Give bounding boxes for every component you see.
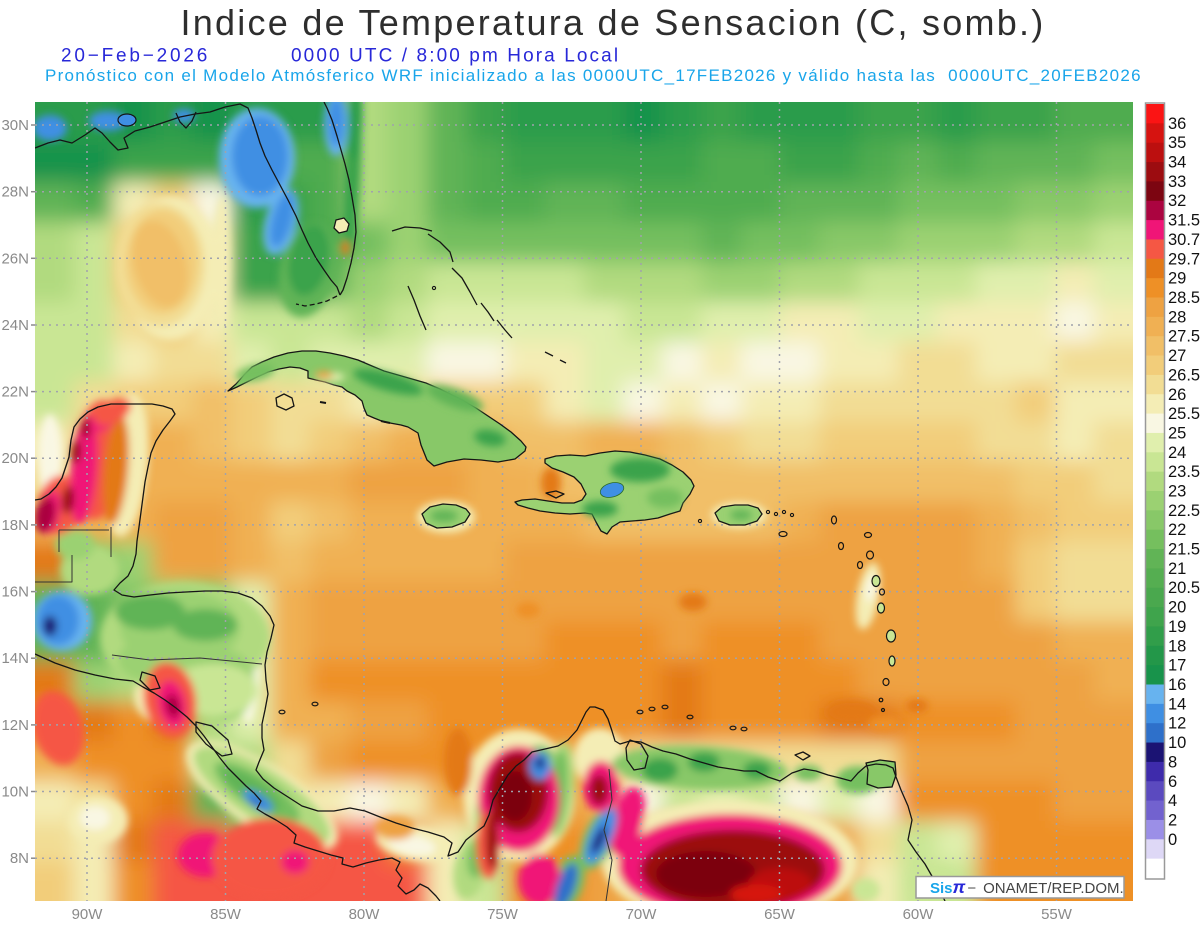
- svg-text:35: 35: [1168, 134, 1186, 152]
- svg-text:25: 25: [1168, 425, 1186, 443]
- svg-text:30.7: 30.7: [1168, 231, 1200, 249]
- svg-text:20N: 20N: [1, 450, 29, 467]
- svg-text:Pronóstico con el Modelo Atmós: Pronóstico con el Modelo Atmósferico WRF…: [45, 66, 1142, 85]
- svg-text:75W: 75W: [487, 906, 519, 923]
- svg-text:16N: 16N: [1, 584, 29, 601]
- svg-text:28.5: 28.5: [1168, 289, 1200, 307]
- svg-text:0: 0: [1168, 831, 1177, 849]
- svg-text:24N: 24N: [1, 317, 29, 334]
- svg-text:60W: 60W: [903, 906, 935, 923]
- svg-text:22N: 22N: [1, 384, 29, 401]
- svg-text:26N: 26N: [1, 250, 29, 267]
- svg-text:85W: 85W: [210, 906, 242, 923]
- svg-text:29.7: 29.7: [1168, 250, 1200, 268]
- svg-text:80W: 80W: [349, 906, 381, 923]
- svg-text:23.5: 23.5: [1168, 463, 1200, 481]
- svg-text:20−Feb−2026: 20−Feb−2026: [61, 46, 210, 67]
- svg-text:32: 32: [1168, 192, 1186, 210]
- svg-text:28: 28: [1168, 308, 1186, 326]
- svg-text:26.5: 26.5: [1168, 366, 1200, 384]
- svg-text:21: 21: [1168, 560, 1186, 578]
- svg-text:16: 16: [1168, 676, 1186, 694]
- svg-text:20.5: 20.5: [1168, 579, 1200, 597]
- svg-text:18N: 18N: [1, 517, 29, 534]
- svg-text:10: 10: [1168, 734, 1186, 752]
- svg-text:10N: 10N: [1, 784, 29, 801]
- svg-text:27: 27: [1168, 347, 1186, 365]
- svg-text:18: 18: [1168, 637, 1186, 655]
- svg-text:8N: 8N: [10, 850, 29, 867]
- svg-text:34: 34: [1168, 154, 1186, 172]
- svg-text:90W: 90W: [72, 906, 104, 923]
- svg-text:4: 4: [1168, 792, 1177, 810]
- svg-text:12: 12: [1168, 715, 1186, 733]
- svg-text:0000 UTC / 8:00 pm Hora Local: 0000 UTC / 8:00 pm Hora Local: [291, 46, 620, 67]
- svg-text:55W: 55W: [1041, 906, 1073, 923]
- svg-text:Sisπ−ONAMET/REP.DOM.: Sisπ − ONAMET/REP.DOM.: [930, 877, 1124, 897]
- svg-text:2: 2: [1168, 812, 1177, 830]
- svg-text:31.5: 31.5: [1168, 212, 1200, 230]
- svg-text:70W: 70W: [626, 906, 658, 923]
- svg-text:14N: 14N: [1, 650, 29, 667]
- svg-text:65W: 65W: [764, 906, 796, 923]
- svg-text:30N: 30N: [1, 117, 29, 134]
- svg-text:28N: 28N: [1, 184, 29, 201]
- svg-text:23: 23: [1168, 483, 1186, 501]
- svg-text:27.5: 27.5: [1168, 328, 1200, 346]
- svg-text:21.5: 21.5: [1168, 541, 1200, 559]
- svg-text:36: 36: [1168, 115, 1186, 133]
- svg-text:22: 22: [1168, 521, 1186, 539]
- svg-text:22.5: 22.5: [1168, 502, 1200, 520]
- svg-text:33: 33: [1168, 173, 1186, 191]
- svg-text:20: 20: [1168, 599, 1186, 617]
- svg-text:8: 8: [1168, 753, 1177, 771]
- svg-text:24: 24: [1168, 444, 1186, 462]
- svg-text:12N: 12N: [1, 717, 29, 734]
- svg-text:19: 19: [1168, 618, 1186, 636]
- svg-text:17: 17: [1168, 657, 1186, 675]
- svg-text:25.5: 25.5: [1168, 405, 1200, 423]
- svg-text:14: 14: [1168, 695, 1186, 713]
- svg-text:26: 26: [1168, 386, 1186, 404]
- svg-text:Indice de Temperatura de Sensa: Indice de Temperatura de Sensacion (C, s…: [181, 2, 1046, 43]
- svg-text:29: 29: [1168, 270, 1186, 288]
- svg-text:6: 6: [1168, 773, 1177, 791]
